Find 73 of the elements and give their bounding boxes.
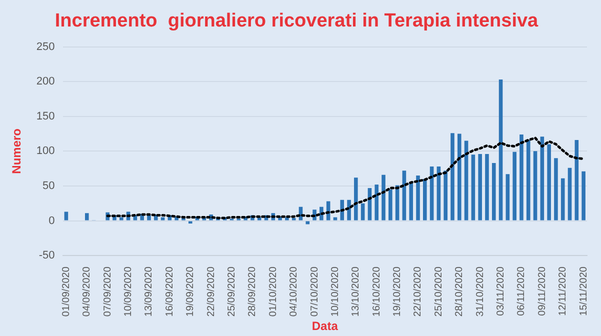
bar [388,189,392,220]
x-tick-label: 10/09/2020 [123,266,134,317]
bar [402,170,406,220]
x-tick-label: 04/09/2020 [82,266,93,317]
bar [478,154,482,220]
bar [416,176,420,220]
x-tick-label: 04/10/2020 [288,266,300,317]
bar [568,168,572,220]
line-series [106,136,585,220]
x-tick-label: 16/09/2020 [164,266,176,317]
bar [582,171,586,220]
x-tick-label: 28/10/2020 [454,266,466,317]
x-tick-label: 03/11/2020 [496,266,507,316]
bar [506,174,510,220]
bar [119,217,124,220]
y-axis-title: Numero [10,128,24,174]
bar [188,221,192,224]
x-tick-label: 07/10/2020 [309,266,320,317]
bar [64,212,68,220]
bar [457,134,462,220]
y-tick-label: 150 [36,110,55,122]
x-tick-label: 19/09/2020 [185,266,196,317]
x-tick-label: 19/10/2020 [392,266,404,317]
x-tick-label: 12/11/2020 [558,266,569,316]
bar [160,217,165,220]
y-tick-label: 50 [42,180,55,192]
x-tick-label: 28/09/2020 [247,266,258,317]
bar [360,203,365,220]
x-tick-label: 13/10/2020 [350,266,362,317]
y-tick-label: 200 [36,76,55,88]
bar [444,170,448,220]
bar [85,213,89,220]
y-tick-label: 0 [48,214,55,227]
y-tick-label: -50 [38,250,55,262]
x-axis-title: Data [312,319,338,334]
x-tick-label: 13/09/2020 [144,266,155,317]
bar [423,179,427,220]
bar [533,151,538,220]
bar [333,217,338,220]
x-tick-label: 01/10/2020 [268,266,279,317]
bar [471,154,476,220]
x-tick-label: 22/09/2020 [206,266,217,317]
bar [574,140,579,220]
x-tick-label: 06/11/2020 [516,266,528,316]
bar [554,158,558,220]
x-tick-label: 16/10/2020 [371,266,382,317]
x-tick-label: 25/10/2020 [433,266,444,317]
bar [492,163,496,220]
bar [292,218,296,220]
bar [485,154,489,220]
y-tick-label: 100 [36,145,55,158]
bar [526,140,530,220]
x-tick-label: 07/09/2020 [102,266,114,317]
y-tick-label: 250 [36,40,55,53]
bar [512,152,516,220]
bar [450,133,454,220]
bar [520,134,524,220]
bar [374,184,379,220]
chart-title: Incremento giornaliero ricoverati in Terapia intensiva [54,10,539,32]
bar [382,174,386,220]
x-tick-label: 31/10/2020 [474,266,486,317]
x-tick-label: 25/09/2020 [226,266,238,317]
bar [560,178,565,220]
x-tick-label: 15/11/2020 [578,266,590,316]
bar [464,140,468,220]
bar [409,182,413,220]
x-tick-label: 22/10/2020 [412,266,424,317]
bar [547,144,551,220]
x-tick-label: 09/11/2020 [536,266,548,316]
x-tick-label: 01/09/2020 [60,266,72,317]
x-tick-label: 10/10/2020 [330,266,341,317]
bar [354,178,358,220]
bar [498,80,503,220]
